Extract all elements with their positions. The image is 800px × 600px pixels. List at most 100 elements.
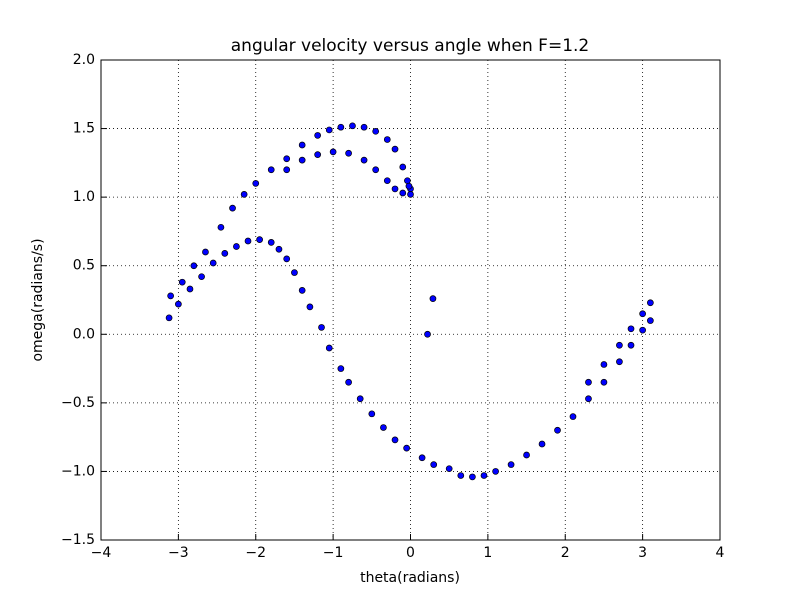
point [275, 245, 283, 253]
point [221, 250, 229, 257]
point [244, 237, 252, 245]
point [430, 461, 438, 468]
point [372, 166, 380, 174]
y-tick-label: 0.0 [73, 326, 95, 342]
x-tick-label: 3 [638, 545, 647, 561]
point [569, 413, 577, 420]
point [337, 123, 345, 131]
x-tick-label: −3 [168, 545, 189, 561]
y-tick-label: 0.5 [73, 258, 95, 274]
point [616, 358, 623, 366]
point [337, 365, 345, 372]
point [186, 285, 194, 293]
point [325, 126, 333, 134]
point [360, 123, 368, 131]
y-tick-label: 1.0 [73, 189, 95, 205]
point [291, 269, 298, 276]
x-tick-label: 2 [561, 545, 570, 561]
point [202, 248, 209, 256]
point [314, 132, 321, 139]
point [267, 239, 275, 246]
point [252, 180, 260, 187]
point [256, 236, 263, 244]
point [507, 461, 515, 468]
point [407, 191, 414, 198]
point [639, 326, 646, 334]
point [283, 155, 291, 163]
point [325, 344, 333, 352]
point [457, 472, 465, 479]
point [178, 278, 186, 286]
point [360, 156, 368, 164]
point [403, 444, 410, 452]
point [298, 141, 306, 149]
point [469, 473, 476, 481]
point [600, 361, 608, 368]
point [585, 395, 592, 403]
point [600, 378, 608, 386]
point [190, 262, 198, 270]
point [492, 468, 499, 475]
x-tick-label: 4 [716, 545, 725, 561]
point [523, 451, 530, 459]
point [349, 122, 356, 130]
point [391, 185, 399, 193]
point [368, 410, 376, 418]
point [167, 292, 174, 300]
x-axis-label: theta(radians) [360, 570, 460, 586]
point [391, 436, 399, 444]
point [424, 330, 431, 338]
point [233, 243, 240, 250]
y-tick-label: −1.0 [61, 463, 95, 479]
point [318, 324, 325, 331]
point [554, 426, 561, 434]
point [429, 295, 437, 302]
point [399, 189, 407, 197]
point [345, 378, 352, 386]
point [298, 156, 306, 164]
point [283, 166, 291, 174]
point [383, 136, 391, 143]
x-tick-label: −1 [323, 545, 344, 561]
point [175, 300, 182, 308]
point [217, 223, 225, 231]
y-tick-label: −0.5 [61, 395, 95, 411]
point [627, 325, 635, 333]
y-tick-label: 1.5 [73, 121, 95, 137]
point [405, 182, 413, 190]
y-tick-label: 2.0 [73, 52, 95, 68]
point [372, 127, 380, 135]
y-tick-label: −1.5 [61, 532, 95, 548]
point [229, 204, 236, 212]
point [480, 472, 488, 479]
point [356, 395, 364, 403]
point [585, 378, 592, 386]
point [198, 273, 205, 281]
plot-frame [100, 59, 721, 541]
point [445, 465, 453, 473]
point [380, 424, 387, 431]
y-axis-label: omega(radians/s) [30, 238, 46, 361]
point [391, 145, 399, 153]
point [418, 454, 426, 462]
point [345, 149, 352, 157]
point [314, 151, 321, 158]
point [647, 317, 654, 324]
point [329, 148, 337, 156]
chart-title: angular velocity versus angle when F=1.2 [231, 36, 589, 56]
point [306, 303, 314, 311]
point [283, 255, 291, 263]
point [404, 177, 411, 185]
point [399, 163, 407, 171]
point [298, 287, 306, 294]
point [383, 177, 391, 185]
point [209, 259, 217, 267]
point [267, 166, 275, 174]
point [647, 299, 654, 307]
point [240, 191, 248, 198]
x-tick-label: 0 [406, 545, 415, 561]
point [616, 341, 623, 349]
point [627, 341, 635, 349]
